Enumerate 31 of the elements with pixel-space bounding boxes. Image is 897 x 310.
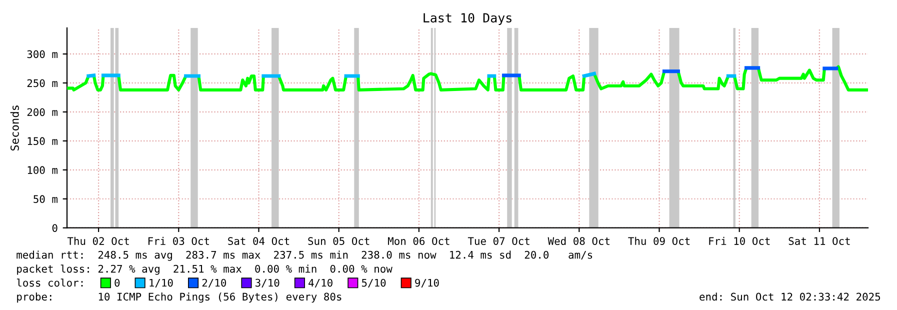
x-tick-label: Thu 09 Oct — [628, 236, 690, 245]
x-tick-label: Wed 08 Oct — [548, 236, 610, 245]
text: packet loss: 2.27 % avg 21.51 % max 0.00 % min 0.00 % now — [17, 264, 392, 275]
text: median rtt: 248.5 ms avg 283.7 ms max 237.5 ms min 238.0 ms now 12.4 ms sd 20.0 am/s — [16, 250, 592, 261]
text: end: Sun Oct 12 02:33:42 2025 — [700, 292, 880, 301]
y-axis-title: Seconds — [10, 106, 19, 151]
text: probe: 10 ICMP Echo Pings (56 Bytes) every 80s — [17, 292, 342, 303]
x-tick-label: Mon 06 Oct — [388, 237, 450, 245]
legend-label: 1/10 — [150, 278, 173, 288]
y-tick-label: 250 m — [27, 79, 58, 88]
x-tick-label: Fri 03 Oct — [148, 236, 209, 245]
legend-label: 2/10 — [202, 278, 226, 288]
x-tick-label: Thu 02 Oct — [67, 236, 129, 245]
legend-label: 4/10 — [308, 278, 332, 288]
legend-label: 3/10 — [256, 278, 280, 288]
x-tick-label: Sun 05 Oct — [308, 237, 370, 245]
x-tick-label: Sat 11 Oct — [788, 237, 850, 245]
x-tick-label: Sat 04 Oct — [228, 237, 290, 245]
legend-label: 5/10 — [362, 278, 386, 288]
legend-label: 9/10 — [415, 278, 439, 288]
y-tick-label: 150 m — [28, 137, 58, 146]
y-tick-label: 0 — [52, 224, 58, 232]
y-tick-label: 200 m — [27, 108, 58, 116]
y-tick-label: 300 m — [27, 50, 58, 58]
legend-title: loss color: — [16, 278, 83, 287]
x-tick-label: Fri 10 Oct — [709, 236, 770, 245]
x-tick-label: Tue 07 Oct — [468, 237, 530, 245]
chart-title: Last 10 Days — [424, 13, 512, 25]
legend-label: 0 — [114, 278, 120, 287]
y-tick-label: 100 m — [28, 166, 58, 174]
y-tick-label: 50 m — [34, 195, 58, 204]
